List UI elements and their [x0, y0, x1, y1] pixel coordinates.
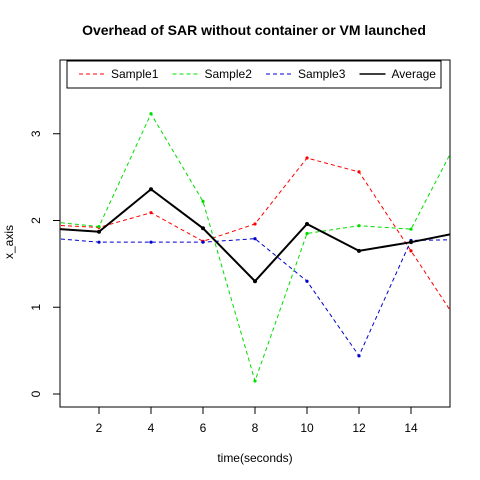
x-tick-label: 4 — [148, 421, 155, 435]
y-tick-label: 0 — [29, 390, 43, 397]
data-point — [149, 112, 153, 116]
legend-label: Sample2 — [205, 67, 253, 81]
data-point — [357, 354, 361, 358]
data-point — [201, 240, 205, 244]
series-sample3 — [60, 237, 450, 358]
plot-area — [59, 59, 451, 408]
data-point — [409, 249, 413, 253]
y-tick-label: 3 — [29, 130, 43, 137]
data-point — [149, 211, 153, 215]
data-point — [357, 248, 361, 253]
series-layer — [60, 112, 450, 383]
data-point — [357, 224, 361, 228]
series-line — [60, 112, 450, 383]
series-line — [60, 238, 450, 357]
y-axis-label: x_axis — [2, 225, 16, 259]
data-point — [201, 199, 205, 204]
data-point — [253, 279, 257, 284]
data-point — [149, 187, 153, 192]
data-point — [97, 224, 101, 229]
legend-label: Sample1 — [111, 67, 159, 81]
y-tick-label: 2 — [29, 217, 43, 224]
plot-frame — [59, 59, 451, 408]
data-point — [253, 237, 257, 241]
data-point — [201, 226, 205, 231]
data-point — [409, 240, 413, 245]
data-point — [97, 229, 101, 234]
data-point — [409, 227, 413, 231]
data-point — [305, 156, 309, 160]
x-axis: 2 4 6 8 10 12 14 — [96, 407, 418, 435]
legend-label: Sample3 — [298, 67, 346, 81]
data-point — [357, 170, 361, 174]
y-axis: 0 1 2 3 — [29, 130, 60, 397]
x-axis-label: time(seconds) — [217, 451, 292, 465]
y-tick-label: 1 — [29, 304, 43, 311]
data-point — [305, 231, 309, 236]
x-tick-label: 10 — [300, 421, 314, 435]
x-tick-label: 14 — [404, 421, 418, 435]
x-tick-label: 8 — [252, 421, 259, 435]
data-point — [305, 221, 309, 226]
x-tick-label: 2 — [96, 421, 103, 435]
data-point — [305, 279, 309, 283]
legend-label: Average — [392, 67, 437, 81]
chart-title: Overhead of SAR without container or VM … — [82, 22, 426, 38]
series-sample2 — [60, 112, 450, 383]
data-point — [253, 379, 257, 383]
legend: Sample1 Sample2 Sample3 Average — [66, 60, 442, 89]
data-point — [97, 240, 101, 244]
series-average — [60, 187, 450, 284]
x-tick-label: 12 — [352, 421, 366, 435]
data-point — [149, 240, 153, 244]
data-point — [253, 222, 257, 226]
x-tick-label: 6 — [200, 421, 207, 435]
